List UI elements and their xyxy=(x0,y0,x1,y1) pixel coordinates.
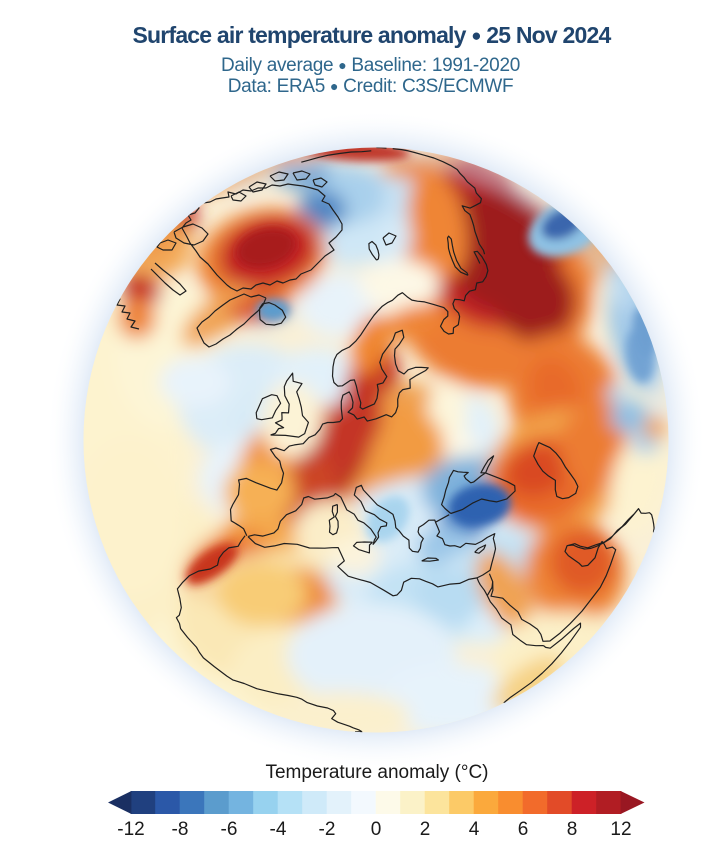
svg-text:-12: -12 xyxy=(117,819,144,840)
svg-text:12: 12 xyxy=(610,819,631,840)
svg-text:4: 4 xyxy=(469,819,480,840)
svg-text:Temperature anomaly (°C): Temperature anomaly (°C) xyxy=(265,762,488,783)
svg-text:0: 0 xyxy=(371,819,382,840)
svg-text:-8: -8 xyxy=(172,819,189,840)
svg-text:-4: -4 xyxy=(270,819,287,840)
svg-text:8: 8 xyxy=(567,819,578,840)
svg-text:-6: -6 xyxy=(221,819,238,840)
svg-text:6: 6 xyxy=(518,819,529,840)
svg-text:-2: -2 xyxy=(319,819,336,840)
svg-text:2: 2 xyxy=(420,819,431,840)
